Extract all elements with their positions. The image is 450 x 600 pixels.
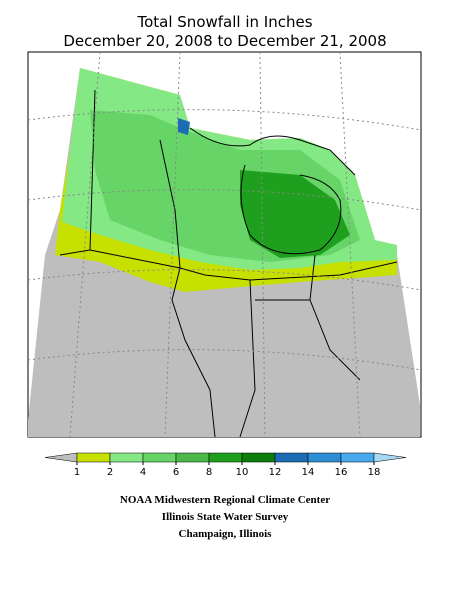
legend-label: 2 (107, 467, 113, 478)
legend-swatch (109, 452, 144, 463)
legend-label: 16 (335, 467, 348, 478)
legend-swatch (175, 452, 210, 463)
credit-line: NOAA Midwestern Regional Climate Center (120, 494, 330, 506)
legend-swatch (274, 452, 309, 463)
legend-swatch (76, 452, 111, 463)
subtitle: December 20, 2008 to December 21, 2008 (63, 32, 386, 50)
boundaries (59, 89, 398, 438)
legend-swatch (142, 452, 177, 463)
snow-8-10 (240, 170, 350, 258)
legend-swatch (44, 452, 78, 463)
legend-swatch (208, 452, 243, 463)
legend-swatch (307, 452, 342, 463)
legend-label: 18 (368, 467, 381, 478)
legend-swatch (241, 452, 276, 463)
map (27, 51, 422, 438)
legend-label: 12 (269, 467, 282, 478)
credit-line: Illinois State Water Survey (162, 511, 289, 523)
credit-line: Champaign, Illinois (179, 528, 273, 540)
legend-swatch (340, 452, 375, 463)
legend-label: 8 (206, 467, 212, 478)
legend-label: 6 (173, 467, 179, 478)
legend-label: 14 (302, 467, 315, 478)
legend-label: 4 (140, 467, 146, 478)
legend-label: 10 (236, 467, 249, 478)
legend-label: 1 (74, 467, 80, 478)
title: Total Snowfall in Inches (136, 13, 312, 31)
legend: 1 2 4 6 8 10 12 14 16 18 (44, 452, 407, 478)
legend-swatch (373, 452, 407, 463)
snow-12-14 (178, 118, 190, 135)
